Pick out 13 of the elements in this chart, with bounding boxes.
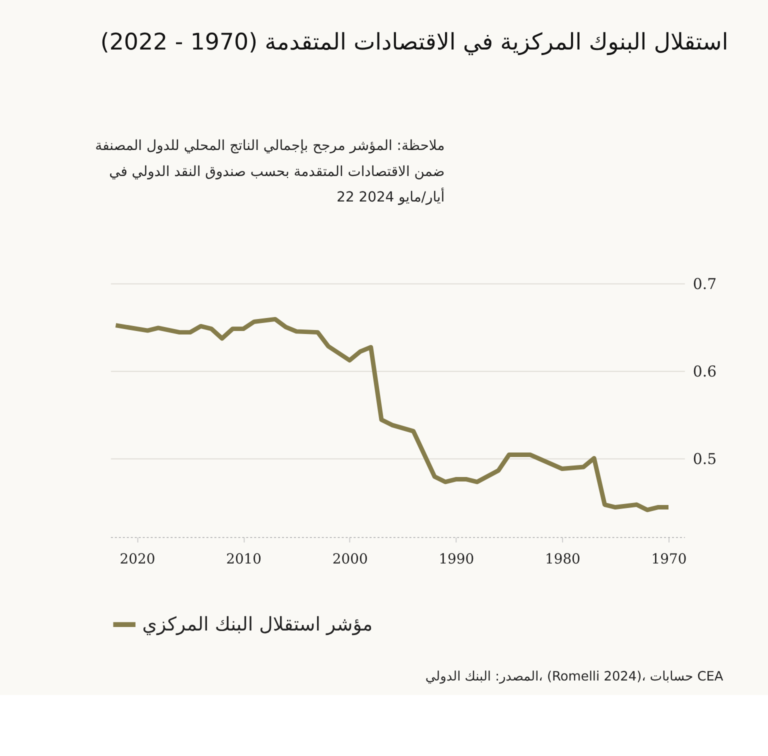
x-tick-label: 2020	[120, 551, 156, 568]
x-tick-label: 1980	[544, 551, 580, 568]
x-tick-label: 2010	[226, 551, 262, 568]
x-tick-label: 1970	[651, 551, 687, 568]
legend-label: مؤشر استقلال البنك المركزي	[142, 614, 373, 636]
y-tick-label: 0.7	[692, 274, 717, 293]
text: ملاحظة: المؤشر مرجح بإجمالي الناتج المحلي للدول المصنفة ضمن الاقتصادات المتقدمة بحسب صندوق النقد الدولي في 22 أيار/مايو 2024	[95, 138, 445, 206]
text: المصدر: البنك الدولي، (Romelli 2024)، حسابات CEA	[425, 669, 724, 684]
y-tick-label: 0.5	[692, 450, 717, 468]
x-tick-label: 2000	[332, 551, 368, 568]
y-tick-label: 0.6	[692, 362, 717, 380]
x-tick-label: 1990	[438, 551, 474, 568]
chart-title: استقلال البنوك المركزية في الاقتصادات المتقدمة (1970 - 2022)	[100, 30, 728, 56]
